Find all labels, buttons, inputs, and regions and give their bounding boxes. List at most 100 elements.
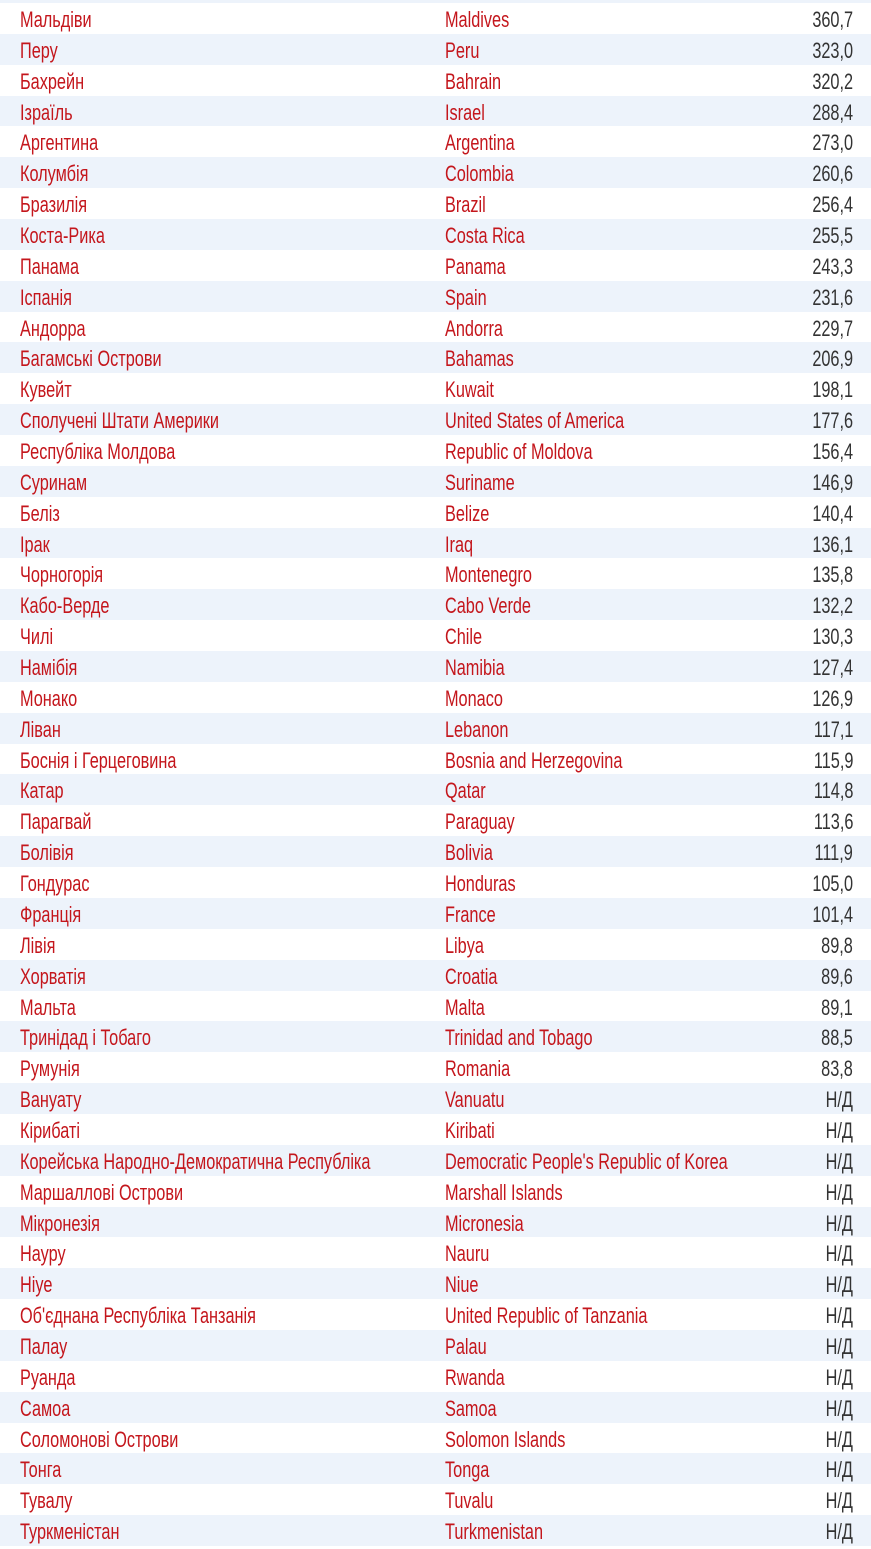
country-name-en: France — [445, 901, 496, 927]
value-cell: 323,0 — [812, 37, 853, 63]
table-row: Перу Peru 323,0 — [0, 33, 871, 65]
value-cell: 229,7 — [812, 315, 853, 341]
value-cell: 101,4 — [812, 901, 853, 927]
country-name-uk: Руанда — [20, 1364, 76, 1390]
country-name-uk: Коста-Рика — [20, 223, 105, 249]
value-cell: Н/Д — [825, 1087, 853, 1113]
country-name-en: Malta — [445, 994, 485, 1020]
table-row: Об'єднана Республіка Танзанія United Repu… — [0, 1299, 871, 1330]
country-name-en: Croatia — [445, 963, 498, 989]
table-row: Румунія Romania 83,8 — [0, 1052, 871, 1083]
value-cell: Н/Д — [825, 1333, 853, 1359]
country-name-en: Honduras — [445, 871, 516, 897]
table-row: Вануату Vanuatu Н/Д — [0, 1083, 871, 1114]
country-name-uk: Катар — [20, 778, 64, 804]
value-cell: 132,2 — [812, 593, 853, 619]
table-row: Монако Monaco 126,9 — [0, 682, 871, 713]
country-name-uk: Чорногорія — [20, 562, 104, 588]
table-row: Тринідад і Тобаго Trinidad and Tobago 88,5 — [0, 1021, 871, 1053]
country-name-en: Costa Rica — [445, 223, 525, 249]
value-cell: Н/Д — [825, 1364, 853, 1390]
table-row: Мікронезія Micronesia Н/Д — [0, 1206, 871, 1238]
country-name-uk: Аргентина — [20, 130, 99, 156]
country-name-en: Micronesia — [445, 1210, 524, 1236]
country-name-en: Democratic People's Republic of Korea — [445, 1148, 728, 1174]
country-name-uk: Республіка Молдова — [20, 439, 176, 465]
country-name-en: Turkmenistan — [445, 1519, 544, 1545]
value-cell: 89,6 — [821, 963, 853, 989]
value-cell: 127,4 — [812, 655, 853, 681]
value-cell: Н/Д — [825, 1457, 853, 1483]
country-name-en: Panama — [445, 253, 506, 279]
country-name-uk: Намібія — [20, 655, 78, 681]
country-name-uk: Багамські Острови — [20, 346, 162, 372]
value-cell: 140,4 — [812, 500, 853, 526]
country-name-uk: Вануату — [20, 1087, 82, 1113]
country-name-uk: Монако — [20, 685, 78, 711]
country-name-uk: Науру — [20, 1241, 66, 1267]
country-name-uk: Палау — [20, 1333, 68, 1359]
table-row: Панама Panama 243,3 — [0, 250, 871, 281]
country-name-en: Brazil — [445, 192, 486, 218]
country-name-en: Belize — [445, 500, 490, 526]
table-row: Тувалу Tuvalu Н/Д — [0, 1484, 871, 1515]
value-cell: 136,1 — [812, 531, 853, 557]
value-cell: 231,6 — [812, 284, 853, 310]
country-name-uk: Сполучені Штати Америки — [20, 408, 220, 434]
value-cell: 256,4 — [812, 192, 853, 218]
country-name-uk: Болівія — [20, 840, 74, 866]
value-cell: 135,8 — [812, 562, 853, 588]
table-row: Франція France 101,4 — [0, 897, 871, 929]
top-divider — [0, 0, 871, 3]
country-name-en: Montenegro — [445, 562, 532, 588]
table-row: Андорра Andorra 229,7 — [0, 312, 871, 343]
country-name-uk: Бахрейн — [20, 68, 85, 94]
country-name-en: Lebanon — [445, 716, 509, 742]
value-cell: 255,5 — [812, 223, 853, 249]
country-name-en: Namibia — [445, 655, 505, 681]
country-name-uk: Колумбія — [20, 161, 89, 187]
value-cell: 83,8 — [821, 1056, 853, 1082]
country-name-en: Romania — [445, 1056, 511, 1082]
value-cell: Н/Д — [825, 1241, 853, 1267]
country-name-uk: Чилі — [20, 624, 54, 650]
value-cell: Н/Д — [825, 1148, 853, 1174]
country-name-uk: Мікронезія — [20, 1210, 101, 1236]
value-cell: Н/Д — [825, 1395, 853, 1421]
country-name-uk: Франція — [20, 901, 82, 927]
value-cell: 115,9 — [813, 747, 853, 773]
table-row: Чилі Chile 130,3 — [0, 620, 871, 651]
country-name-uk: Боснія і Герцеговина — [20, 747, 177, 773]
value-cell: Н/Д — [825, 1488, 853, 1514]
table-row: Болівія Bolivia 111,9 — [0, 836, 871, 868]
table-row: Мальдіви Maldives 360,7 — [0, 3, 871, 34]
value-cell: Н/Д — [825, 1303, 853, 1329]
table-row: Республіка Молдова Republic of Moldova 156… — [0, 435, 871, 466]
value-cell: 114,8 — [813, 778, 853, 804]
country-name-en: Samoa — [445, 1395, 497, 1421]
country-name-en: Israel — [445, 99, 485, 125]
country-name-en: Tuvalu — [445, 1488, 494, 1514]
value-cell: 288,4 — [812, 99, 853, 125]
country-name-uk: Лівія — [20, 932, 56, 958]
table-row: Руанда Rwanda Н/Д — [0, 1361, 871, 1392]
country-name-en: Spain — [445, 284, 487, 310]
value-cell: Н/Д — [825, 1272, 853, 1298]
country-name-en: Vanuatu — [445, 1087, 505, 1113]
country-name-en: Libya — [445, 932, 484, 958]
country-name-uk: Ніуе — [20, 1272, 53, 1298]
value-cell: 89,8 — [821, 932, 853, 958]
country-name-uk: Андорра — [20, 315, 86, 341]
value-cell: 89,1 — [821, 994, 853, 1020]
country-name-uk: Тувалу — [20, 1488, 73, 1514]
table-row: Ізраїль Israel 288,4 — [0, 95, 871, 127]
value-cell: 260,6 — [812, 161, 853, 187]
table-row: Боснія і Герцеговина Bosnia and Herzegovi… — [0, 744, 871, 775]
country-name-uk: Самоа — [20, 1395, 71, 1421]
country-name-uk: Панама — [20, 253, 80, 279]
value-cell: 130,3 — [812, 624, 853, 650]
country-name-uk: Мальдіви — [20, 7, 92, 32]
table-row: Аргентина Argentina 273,0 — [0, 126, 871, 157]
table-row: Лівія Libya 89,8 — [0, 929, 871, 960]
country-name-en: Chile — [445, 624, 483, 650]
